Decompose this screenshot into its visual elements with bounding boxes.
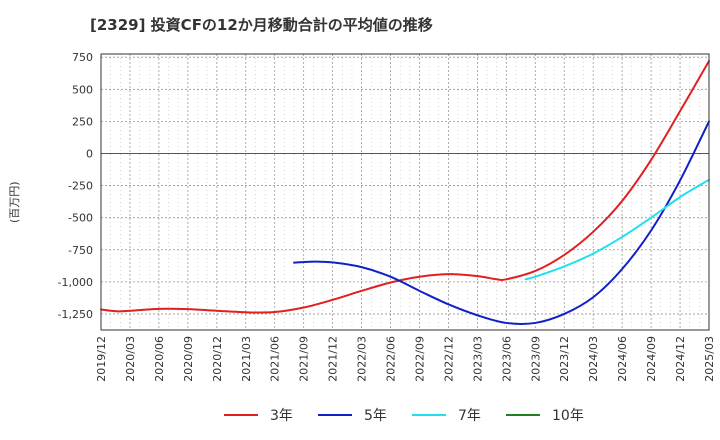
legend-item-1: 3年 (224, 404, 293, 426)
y-tick-label: 750 (72, 51, 93, 64)
x-tick-label: 2022/03 (356, 336, 369, 382)
legend-item-3: 7年 (412, 404, 481, 426)
legend-label: 3年 (270, 408, 293, 424)
y-tick-label: 0 (86, 147, 93, 160)
x-tick-label: 2023/03 (471, 336, 484, 382)
x-tick-label: 2020/12 (211, 336, 224, 382)
x-tick-label: 2023/06 (500, 336, 513, 382)
x-tick-labels: 2019/12 2020/03 2020/06 2020/09 2020/12 2021/… (95, 336, 716, 382)
plot-area-frame (100, 53, 710, 331)
x-tick-label: 2024/09 (645, 336, 658, 382)
y-tick-label: -1,000 (58, 276, 93, 289)
x-tick-label: 2023/12 (558, 336, 571, 382)
series-line-3 (524, 178, 710, 281)
legend-swatch (506, 414, 540, 416)
series-line-2 (293, 120, 710, 325)
series-line-1 (100, 60, 710, 314)
legend-swatch (318, 414, 352, 416)
chart-title: [2329] 投資CFの12か月移動合計の平均値の推移 (90, 16, 433, 34)
legend-swatch (224, 414, 258, 416)
x-tick-label: 2022/06 (385, 336, 398, 382)
x-tick-label: 2022/09 (413, 336, 426, 382)
x-tick-label: 2024/03 (587, 336, 600, 382)
x-tick-label: 2021/03 (240, 336, 253, 382)
x-tick-label: 2023/09 (529, 336, 542, 382)
legend-swatch (412, 414, 446, 416)
y-tick-label: -250 (68, 180, 93, 193)
legend-label: 10年 (552, 408, 584, 424)
plot-area-background (101, 54, 709, 330)
x-tick-label: 2024/06 (616, 336, 629, 382)
y-tick-label: -500 (68, 212, 93, 225)
y-tick-label: 500 (72, 83, 93, 96)
x-tick-label: 2019/12 (95, 336, 108, 382)
legend-label: 7年 (458, 408, 481, 424)
y-tick-label: -1,250 (58, 308, 93, 321)
y-tick-label: 250 (72, 115, 93, 128)
x-tick-label: 2022/12 (442, 336, 455, 382)
chart-legend: 3年 5年 7年 10年 (0, 404, 720, 426)
legend-item-2: 5年 (318, 404, 387, 426)
x-tick-label: 2020/06 (153, 336, 166, 382)
legend-label: 5年 (364, 408, 387, 424)
x-tick-label: 2021/12 (327, 336, 340, 382)
x-tick-label: 2020/09 (182, 336, 195, 382)
legend-item-4: 10年 (506, 404, 584, 426)
x-tick-label: 2021/09 (298, 336, 311, 382)
series-lines (100, 60, 710, 325)
x-tick-label: 2025/03 (703, 336, 716, 382)
x-tick-label: 2021/06 (269, 336, 282, 382)
x-tick-label: 2024/12 (674, 336, 687, 382)
x-tick-label: 2020/03 (124, 336, 137, 382)
chart-plot: 750 500 250 0 -250 -500 -750 -1,000 -1,250 2019/… (58, 51, 716, 382)
y-tick-label: -750 (68, 244, 93, 257)
y-tick-labels: 750 500 250 0 -250 -500 -750 -1,000 -1,250 (58, 51, 93, 321)
